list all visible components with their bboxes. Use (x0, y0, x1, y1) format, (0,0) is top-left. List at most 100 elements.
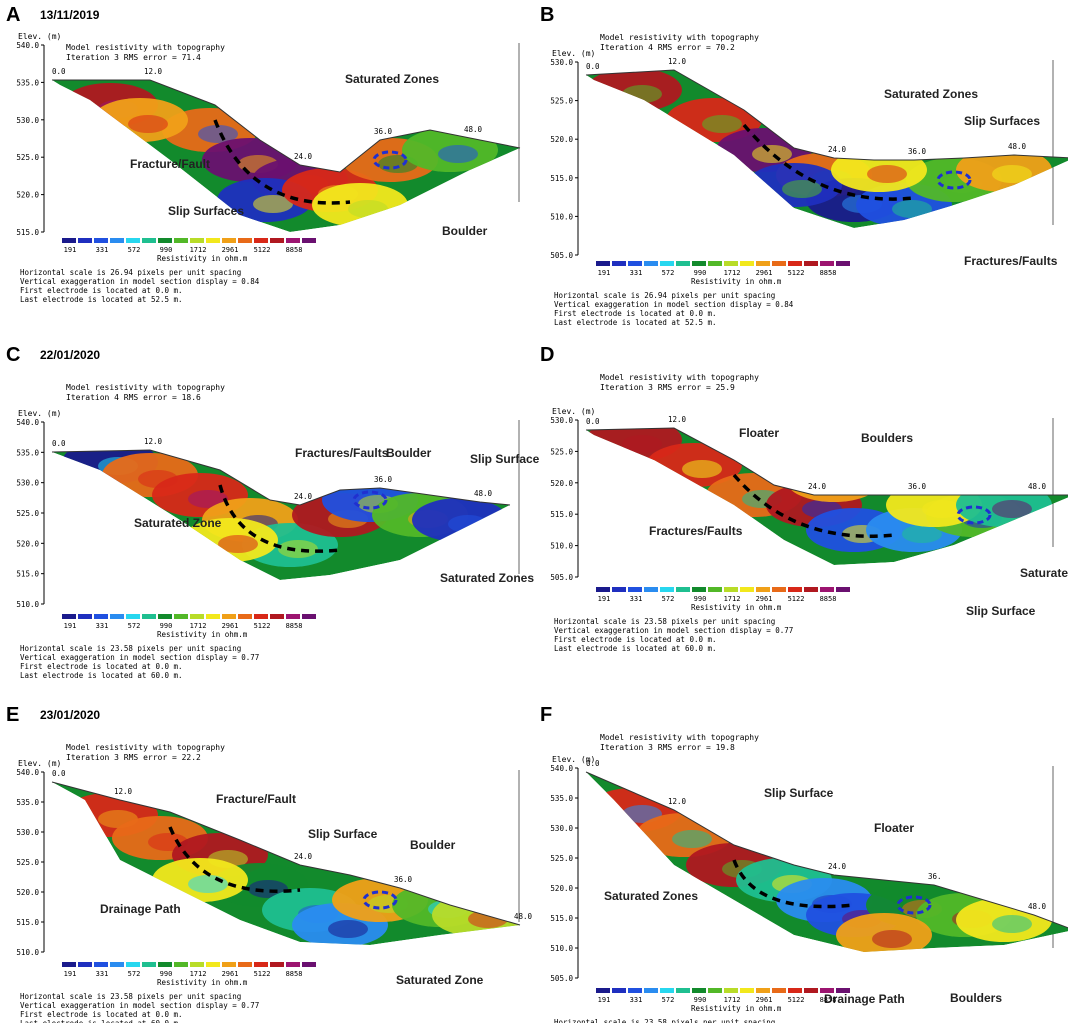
colorscale-swatch (78, 962, 92, 967)
topography-line (585, 69, 1068, 161)
distance-tick-label: 48.0 (1028, 482, 1047, 491)
elev-axis-label: Elev. (m) (552, 755, 595, 764)
colorscale-swatch (740, 988, 754, 993)
distance-tick-label: 0.0 (586, 417, 600, 426)
panel-letter: B (540, 4, 554, 26)
topography-line (585, 427, 1068, 496)
colorscale-swatch (756, 988, 770, 993)
colorscale-tick-label: 572 (662, 269, 675, 277)
elev-tick-label: 515.0 (16, 570, 39, 579)
colorscale-swatch (94, 962, 108, 967)
footer-line: Last electrode is located at 60.0 m. (20, 1019, 183, 1023)
annotation-label: Fracture/Fault (216, 792, 296, 806)
annotation-label: Saturated Zone (1020, 566, 1068, 580)
annotation-label: Saturated Zone (396, 973, 484, 987)
elev-tick-label: 505.0 (550, 974, 573, 983)
colorscale-tick-label: 8858 (286, 970, 303, 978)
colorscale-swatch (158, 238, 172, 243)
colorscale-swatch (270, 238, 284, 243)
resistivity-core (892, 200, 932, 218)
resistivity-core (622, 435, 662, 453)
distance-tick-label: 24.0 (828, 145, 847, 154)
colorscale-swatch (302, 962, 316, 967)
colorscale-swatch (628, 988, 642, 993)
annotation-label: Boulders (861, 431, 913, 445)
colorscale-tick-label: 5122 (254, 246, 271, 254)
footer-line: Horizontal scale is 26.94 pixels per uni… (20, 268, 241, 277)
colorscale-tick-label: 2961 (222, 246, 239, 254)
elev-tick-label: 520.0 (550, 479, 573, 488)
annotation-label: Saturated Zones (345, 72, 439, 86)
colorscale-tick-label: 1712 (724, 595, 741, 603)
colorscale-tick-label: 2961 (756, 996, 773, 1004)
annotation-label: Slip Surface (470, 452, 540, 466)
colorscale-swatch (740, 587, 754, 592)
footer-line: First electrode is located at 0.0 m. (20, 1010, 183, 1019)
elev-tick-label: 535.0 (16, 448, 39, 457)
distance-tick-label: 0.0 (52, 67, 66, 76)
colorscale-tick-label: 191 (64, 970, 77, 978)
model-title: Model resistivity with topography (66, 383, 225, 392)
colorscale-tick-label: 331 (96, 246, 109, 254)
colorscale-swatch (804, 587, 818, 592)
resistivity-unit-label: Resistivity in ohm.m (157, 254, 248, 263)
panel-e: E 23/01/2020 Model resistivity with topogr… (6, 704, 533, 1023)
model-title: Model resistivity with topography (600, 33, 759, 42)
colorscale-swatch (724, 988, 738, 993)
colorscale-tick-label: 1712 (724, 996, 741, 1004)
colorscale-swatch (596, 587, 610, 592)
panel-a: A 13/11/2019 Model resistivity with topogr… (6, 4, 521, 304)
colorscale-swatch (190, 238, 204, 243)
colorscale-swatch (158, 614, 172, 619)
elev-tick-label: 510.0 (550, 542, 573, 551)
model-title: Model resistivity with topography (66, 743, 225, 752)
distance-tick-label: 48.0 (514, 912, 533, 921)
colorscale-swatch (238, 614, 252, 619)
colorscale-swatch (62, 962, 76, 967)
resistivity-core (218, 535, 258, 553)
annotation-label: Drainage Path (100, 902, 181, 916)
distance-tick-label: 12.0 (668, 415, 687, 424)
colorscale-swatch (676, 261, 690, 266)
resistivity-core (902, 525, 942, 543)
elev-tick-label: 515.0 (550, 914, 573, 923)
colorscale-swatch (62, 614, 76, 619)
footer-line: Horizontal scale is 23.58 pixels per uni… (20, 644, 241, 653)
elev-tick-label: 520.0 (550, 884, 573, 893)
colorscale-swatch (660, 587, 674, 592)
elev-tick-label: 530.0 (16, 828, 39, 837)
resistivity-section (52, 450, 510, 580)
footer-line: Horizontal scale is 23.58 pixels per uni… (20, 992, 241, 1001)
colorscale-swatch (110, 962, 124, 967)
colorscale-swatch (676, 988, 690, 993)
distance-tick-label: 0.0 (586, 62, 600, 71)
rms-error: Iteration 3 RMS error = 25.9 (600, 383, 735, 392)
colorscale-tick-label: 331 (96, 970, 109, 978)
panel-date: 23/01/2020 (40, 708, 100, 722)
colorscale-swatch (724, 261, 738, 266)
colorscale-swatch (772, 988, 786, 993)
distance-tick-label: 0.0 (52, 769, 66, 778)
colorscale-swatch (724, 587, 738, 592)
elev-tick-label: 520.0 (16, 539, 39, 548)
colorscale-tick-label: 2961 (756, 595, 773, 603)
colorscale-tick-label: 990 (694, 269, 707, 277)
footer-line: Last electrode is located at 60.0 m. (554, 644, 717, 653)
colorscale-swatch (302, 614, 316, 619)
resistivity-core (278, 540, 318, 558)
slip-surface (168, 826, 301, 893)
colorscale-swatch (286, 238, 300, 243)
colorscale-tick-label: 572 (662, 996, 675, 1004)
colorscale-tick-label: 191 (64, 246, 77, 254)
elev-tick-label: 530.0 (550, 416, 573, 425)
colorscale-tick-label: 331 (630, 269, 643, 277)
resistivity-unit-label: Resistivity in ohm.m (157, 978, 248, 987)
distance-tick-label: 36.0 (394, 875, 413, 884)
annotation-label: Fractures/Faults (295, 446, 389, 460)
distance-tick-label: 48.0 (474, 489, 493, 498)
colorscale-swatch (692, 587, 706, 592)
elev-tick-label: 515.0 (16, 918, 39, 927)
colorscale-tick-label: 191 (598, 595, 611, 603)
colorscale-swatch (174, 614, 188, 619)
